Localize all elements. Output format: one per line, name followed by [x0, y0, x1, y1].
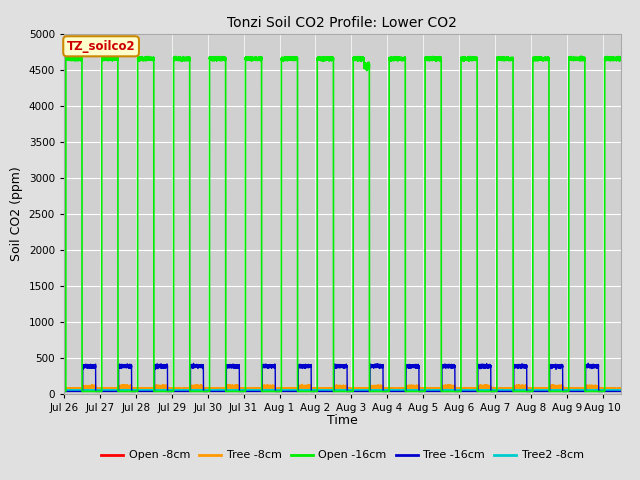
Tree2 -8cm — [216, 386, 224, 392]
Tree2 -8cm — [353, 387, 361, 393]
Open -8cm — [344, 388, 351, 394]
Tree -16cm — [617, 389, 625, 395]
Tree2 -8cm — [365, 388, 373, 394]
Tree -8cm — [298, 382, 306, 387]
Open -16cm — [353, 57, 361, 63]
Open -16cm — [577, 53, 585, 59]
Tree -16cm — [403, 363, 411, 369]
Open -16cm — [493, 389, 500, 395]
Tree -8cm — [617, 386, 625, 392]
Open -16cm — [365, 64, 373, 70]
Legend: Open -8cm, Tree -8cm, Open -16cm, Tree -16cm, Tree2 -8cm: Open -8cm, Tree -8cm, Open -16cm, Tree -… — [97, 446, 588, 465]
Tree -16cm — [60, 389, 68, 395]
Tree2 -8cm — [493, 387, 500, 393]
Tree -8cm — [353, 385, 361, 391]
Tree -16cm — [365, 389, 373, 395]
Open -8cm — [236, 386, 244, 392]
Y-axis label: Soil CO2 (ppm): Soil CO2 (ppm) — [10, 166, 23, 261]
Open -8cm — [365, 386, 373, 392]
Open -8cm — [403, 386, 411, 392]
Tree2 -8cm — [617, 387, 625, 393]
Tree -16cm — [236, 389, 244, 395]
Open -16cm — [236, 389, 244, 395]
Tree2 -8cm — [403, 388, 411, 394]
Open -16cm — [60, 389, 68, 395]
Tree2 -8cm — [79, 389, 87, 395]
Open -8cm — [353, 386, 361, 392]
Line: Tree2 -8cm: Tree2 -8cm — [64, 389, 621, 392]
Text: TZ_soilco2: TZ_soilco2 — [67, 40, 136, 53]
Tree -8cm — [365, 386, 373, 392]
Tree2 -8cm — [60, 388, 68, 394]
Open -16cm — [403, 389, 411, 395]
Tree2 -8cm — [415, 387, 422, 393]
Tree -8cm — [493, 386, 500, 392]
Tree -8cm — [415, 384, 422, 389]
Open -8cm — [60, 386, 68, 392]
Tree -16cm — [584, 360, 592, 366]
Open -8cm — [617, 386, 625, 392]
Line: Tree -16cm: Tree -16cm — [64, 363, 621, 392]
Line: Open -16cm: Open -16cm — [64, 56, 621, 392]
Tree -16cm — [415, 364, 422, 370]
Tree -8cm — [403, 383, 411, 389]
Tree -16cm — [353, 389, 361, 395]
Tree -8cm — [60, 386, 68, 392]
Open -16cm — [617, 57, 625, 62]
Line: Tree -8cm: Tree -8cm — [64, 384, 621, 390]
Open -8cm — [415, 386, 422, 392]
Open -16cm — [415, 389, 422, 395]
Open -8cm — [493, 386, 500, 392]
Tree -8cm — [345, 387, 353, 393]
Tree -8cm — [236, 386, 244, 392]
Tree2 -8cm — [236, 387, 244, 393]
Tree -16cm — [493, 389, 500, 395]
Open -8cm — [180, 384, 188, 390]
Line: Open -8cm: Open -8cm — [64, 387, 621, 391]
Title: Tonzi Soil CO2 Profile: Lower CO2: Tonzi Soil CO2 Profile: Lower CO2 — [227, 16, 458, 30]
X-axis label: Time: Time — [327, 414, 358, 427]
